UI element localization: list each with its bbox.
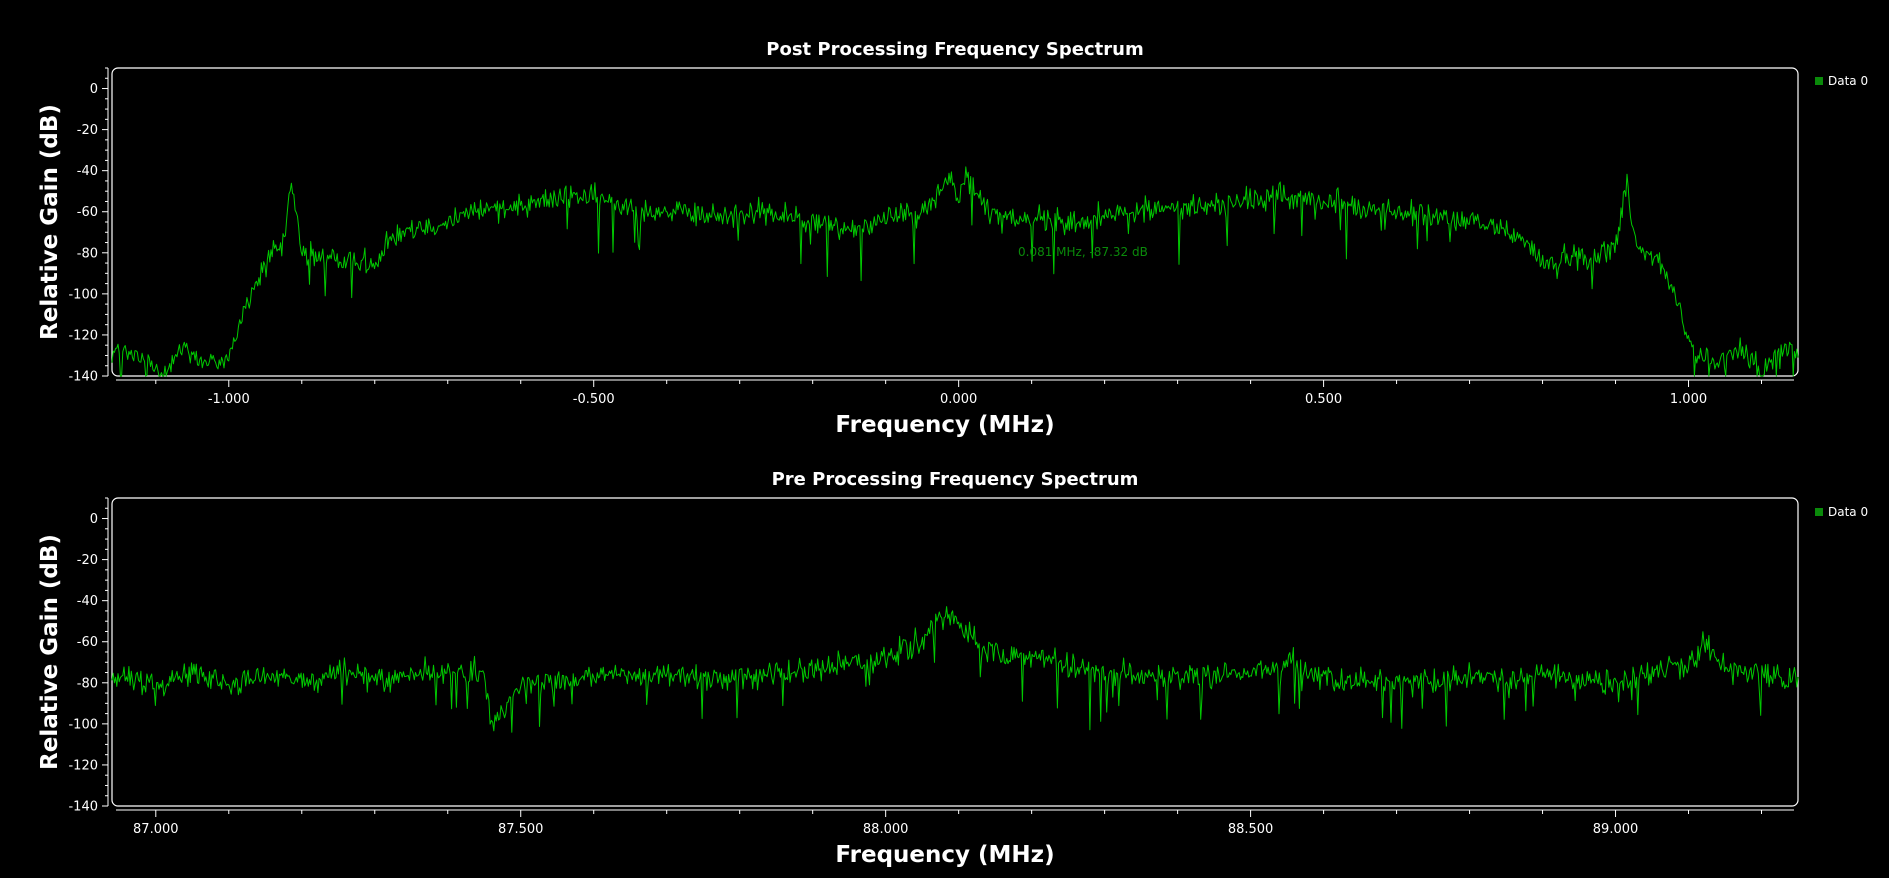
y-tick-label: -140 <box>68 800 98 815</box>
y-axis-label: Relative Gain (dB) <box>37 534 63 770</box>
y-tick-label: -60 <box>77 635 98 650</box>
y-tick-label: -80 <box>77 246 98 261</box>
y-tick-label: -40 <box>77 594 98 609</box>
x-tick-label: -1.000 <box>208 392 250 407</box>
series-line-data-0 <box>111 166 1799 377</box>
chart-1: Pre Processing Frequency Spectrum 0 -20 -40… <box>37 469 1868 868</box>
x-tick-label: 0.500 <box>1305 392 1342 407</box>
x-axis-label: Frequency (MHz) <box>835 842 1054 868</box>
x-tick-label: 0.000 <box>940 392 977 407</box>
x-axis-label: Frequency (MHz) <box>835 412 1054 438</box>
y-tick-label: 0 <box>90 512 98 527</box>
plot-area[interactable] <box>111 497 1799 807</box>
series-line-data-0 <box>111 606 1799 733</box>
y-axis-label: Relative Gain (dB) <box>37 104 63 340</box>
y-tick-label: -100 <box>68 287 98 302</box>
y-tick-label: -80 <box>77 676 98 691</box>
x-tick-label: 89.000 <box>1593 822 1639 837</box>
chart-0: Post Processing Frequency Spectrum 0 -20 -4… <box>37 39 1868 438</box>
y-tick-label: -40 <box>77 164 98 179</box>
y-tick-label: 0 <box>90 82 98 97</box>
y-tick-label: -20 <box>77 553 98 568</box>
y-tick-label: -100 <box>68 717 98 732</box>
x-tick-label: 87.000 <box>133 822 179 837</box>
x-tick-label: 88.500 <box>1228 822 1274 837</box>
y-tick-label: -60 <box>77 205 98 220</box>
cursor-readout: 0.081 MHz, -87.32 dB <box>1018 245 1148 259</box>
y-tick-label: -120 <box>68 758 98 773</box>
legend-swatch <box>1815 508 1823 516</box>
y-tick-label: -20 <box>77 123 98 138</box>
legend-entry[interactable]: Data 0 <box>1828 74 1868 88</box>
x-tick-label: 87.500 <box>498 822 544 837</box>
legend-swatch <box>1815 77 1823 85</box>
x-tick-label: 1.000 <box>1670 392 1707 407</box>
plot-area[interactable] <box>111 67 1799 377</box>
y-tick-label: -120 <box>68 328 98 343</box>
legend-entry[interactable]: Data 0 <box>1828 505 1868 519</box>
x-tick-label: 88.000 <box>863 822 909 837</box>
y-tick-label: -140 <box>68 370 98 385</box>
x-tick-label: -0.500 <box>573 392 615 407</box>
chart-title: Post Processing Frequency Spectrum <box>766 39 1143 60</box>
chart-title: Pre Processing Frequency Spectrum <box>772 469 1139 490</box>
